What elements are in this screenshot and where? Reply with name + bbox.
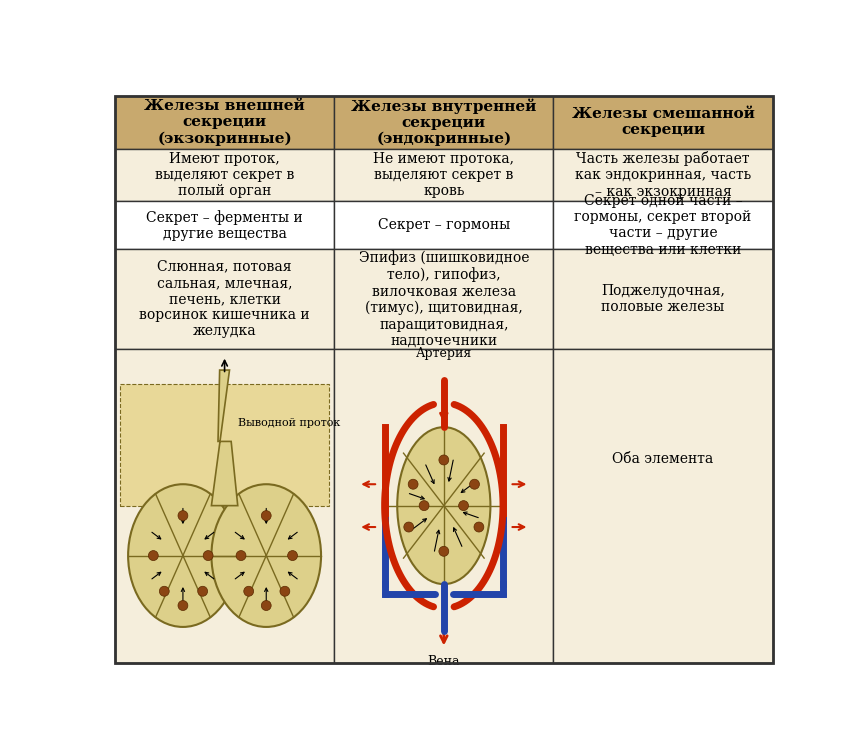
Bar — [334, 201, 553, 249]
Bar — [553, 96, 772, 149]
Bar — [334, 249, 553, 348]
Text: Поджелудочная,
половые железы: Поджелудочная, половые железы — [601, 284, 725, 314]
Bar — [115, 96, 334, 149]
Bar — [115, 149, 334, 201]
Text: Оба элемента: Оба элемента — [612, 451, 714, 466]
Text: Эпифиз (шишковидное
тело), гипофиз,
вилочковая железа
(тимус), щитовидная,
паращ: Эпифиз (шишковидное тело), гипофиз, вило… — [359, 250, 529, 348]
Text: Часть железы работает
как эндокринная, часть
– как экзокринная: Часть железы работает как эндокринная, ч… — [575, 151, 751, 199]
Text: Не имеют протока,
выделяют секрет в
кровь: Не имеют протока, выделяют секрет в кров… — [373, 152, 514, 198]
Text: Секрет – ферменты и
другие вещества: Секрет – ферменты и другие вещества — [146, 210, 303, 241]
Text: Железы смешанной
секреции: Железы смешанной секреции — [572, 107, 754, 137]
Text: Слюнная, потовая
сальная, млечная,
печень, клетки
ворсинок кишечника и
желудка: Слюнная, потовая сальная, млечная, печен… — [139, 260, 310, 339]
Bar — [334, 96, 553, 149]
Bar — [553, 348, 772, 662]
Bar — [115, 201, 334, 249]
Bar — [553, 201, 772, 249]
Text: Секрет – гормоны: Секрет – гормоны — [378, 219, 510, 232]
Text: Железы внутренней
секреции
(эндокринные): Железы внутренней секреции (эндокринные) — [351, 98, 537, 146]
Text: Секрет одной части –
гормоны, секрет второй
части – другие
вещества или клетки: Секрет одной части – гормоны, секрет вто… — [574, 194, 752, 257]
Text: Железы внешней
секреции
(экзокринные): Железы внешней секреции (экзокринные) — [145, 99, 305, 146]
Bar — [334, 149, 553, 201]
Bar — [553, 149, 772, 201]
Bar — [115, 249, 334, 348]
Bar — [115, 348, 334, 662]
Bar — [553, 249, 772, 348]
Bar — [334, 348, 553, 662]
Text: Имеют проток,
выделяют секрет в
полый орган: Имеют проток, выделяют секрет в полый ор… — [155, 152, 294, 198]
